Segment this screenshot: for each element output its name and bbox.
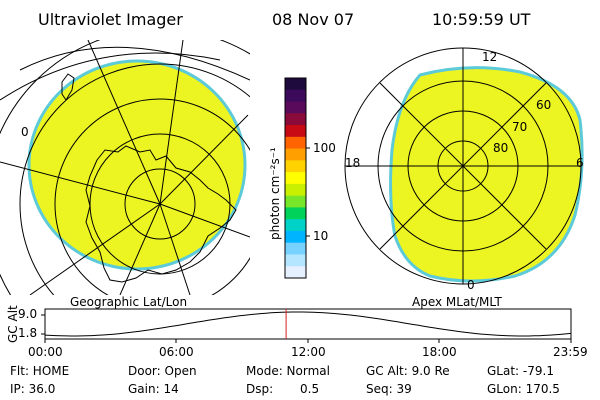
colorbar-band	[285, 183, 306, 197]
status-seq: Seq: 39	[366, 382, 412, 396]
colorbar-band	[285, 125, 306, 138]
mlt-diagonal	[379, 82, 547, 250]
colorbar-frame	[284, 77, 307, 279]
colorbar-band	[285, 172, 306, 185]
colorbar-band	[285, 207, 306, 220]
colorbar-band	[285, 113, 306, 126]
mlt-label-12: 12	[482, 50, 498, 64]
timeline-ytick-min: 1.8	[18, 326, 38, 340]
timeline-xtick-0000: 00:00	[28, 345, 63, 359]
status-gain: Gain: 14	[128, 382, 179, 396]
date-label: 08 Nov 07	[272, 10, 355, 29]
apex-map	[344, 47, 584, 285]
aurora-image-disk	[27, 59, 247, 271]
left-map-edge-label: 0	[21, 125, 29, 139]
colorbar-band	[285, 230, 306, 244]
colorbar-band	[285, 254, 306, 267]
left-map-label: Geographic Lat/Lon	[70, 295, 188, 309]
colorbar-band	[285, 219, 306, 232]
lat-circle	[124, 168, 196, 240]
right-map-label: Apex MLat/MLT	[412, 295, 502, 309]
mlat-label-80: 80	[493, 141, 509, 155]
timeline-ytick-max: 9.0	[18, 307, 38, 321]
status-mode: Mode: Normal	[246, 364, 330, 378]
colorbar-band	[285, 242, 306, 255]
mlt-label-18: 18	[345, 156, 361, 170]
status-dsp-label: Dsp:	[246, 382, 274, 396]
colorbar-band	[285, 136, 306, 150]
colorbar-band	[285, 160, 306, 173]
instrument-title: Ultraviolet Imager	[38, 10, 183, 29]
colorbar-band	[285, 195, 306, 208]
outer-arc	[0, 52, 221, 101]
status-glon: GLon: 170.5	[487, 382, 560, 396]
time-label: 10:59:59 UT	[432, 10, 531, 29]
antarctica-coastline	[85, 145, 237, 283]
mlt-label-6: 6	[576, 156, 584, 170]
status-ip: IP: 36.0	[10, 382, 56, 396]
colorbar-band	[285, 101, 306, 114]
colorbar-band	[285, 78, 306, 91]
status-flt: Flt: HOME	[10, 364, 70, 378]
mlt-label-0: 0	[467, 278, 475, 292]
colorbar-label-100: 100	[313, 141, 336, 155]
mlat-label-60: 60	[536, 98, 552, 112]
altitude-curve	[44, 311, 572, 337]
meridian-lines	[0, 40, 250, 295]
colorbar	[285, 78, 306, 279]
status-gc-alt: GC Alt: 9.0 Re	[366, 364, 450, 378]
mlat-label-70: 70	[512, 120, 528, 134]
timeline-xtick-1800: 18:00	[422, 345, 457, 359]
timeline-xtick-0600: 06:00	[159, 345, 194, 359]
island-coastline	[61, 73, 75, 101]
timeline-ticks	[41, 314, 572, 343]
lat-circle	[19, 63, 250, 295]
timeline-xtick-1200: 12:00	[291, 345, 326, 359]
status-door: Door: Open	[128, 364, 197, 378]
colorbar-band	[285, 148, 306, 161]
colorbar-label-10: 10	[313, 229, 329, 243]
colorbar-band	[285, 266, 306, 279]
outer-arc	[19, 46, 250, 81]
status-dsp-value: 0.5	[300, 382, 320, 396]
colorbar-unit: photon cm⁻²s⁻¹	[268, 147, 282, 240]
colorbar-band	[285, 89, 306, 103]
status-glat: GLat: -79.1	[487, 364, 554, 378]
lat-circle	[54, 98, 250, 295]
timeline-xtick-2359: 23:59	[553, 345, 588, 359]
